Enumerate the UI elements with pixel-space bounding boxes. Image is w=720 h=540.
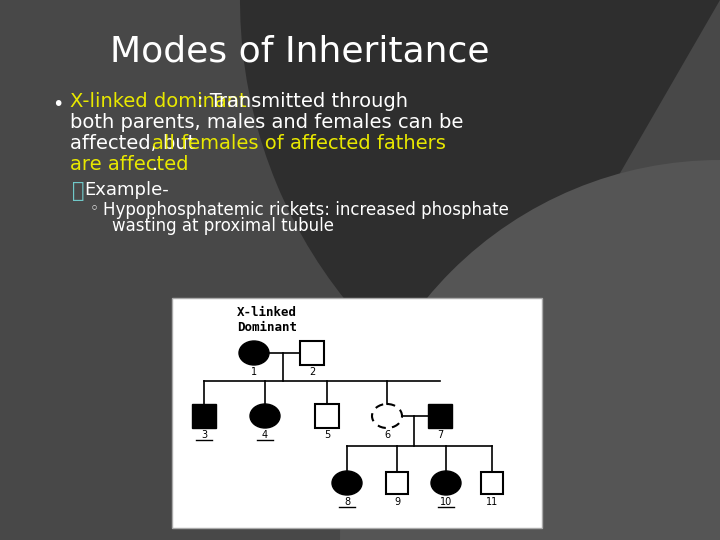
Text: : Transmitted through: : Transmitted through	[197, 92, 408, 111]
Text: 6: 6	[384, 430, 390, 440]
Text: wasting at proximal tubule: wasting at proximal tubule	[112, 217, 334, 235]
Text: •: •	[53, 95, 63, 114]
Text: are affected: are affected	[70, 155, 189, 174]
Ellipse shape	[239, 341, 269, 365]
Text: Modes of Inheritance: Modes of Inheritance	[110, 35, 490, 69]
Text: 4: 4	[262, 430, 268, 440]
Text: 8: 8	[344, 497, 350, 507]
Wedge shape	[240, 0, 720, 416]
Text: X-linked dominant: X-linked dominant	[70, 92, 247, 111]
Ellipse shape	[250, 404, 280, 428]
Bar	[192, 404, 216, 428]
Text: 10: 10	[440, 497, 452, 507]
Text: ◦: ◦	[90, 201, 99, 216]
Ellipse shape	[332, 471, 362, 495]
Bar	[428, 404, 452, 428]
Text: X-linked
Dominant: X-linked Dominant	[237, 306, 297, 334]
Text: both parents, males and females can be: both parents, males and females can be	[70, 113, 464, 132]
Text: 1: 1	[251, 367, 257, 377]
Text: 9: 9	[394, 497, 400, 507]
Text: Hypophosphatemic rickets: increased phosphate: Hypophosphatemic rickets: increased phos…	[103, 201, 509, 219]
Bar	[315, 404, 339, 428]
Bar	[386, 472, 408, 494]
Text: all females of affected fathers: all females of affected fathers	[152, 134, 446, 153]
Bar	[300, 341, 324, 365]
Text: Example-: Example-	[84, 181, 168, 199]
Text: 11: 11	[486, 497, 498, 507]
Text: affected, but: affected, but	[70, 134, 202, 153]
Text: 7: 7	[437, 430, 443, 440]
Ellipse shape	[431, 471, 461, 495]
Text: ⸝: ⸝	[72, 181, 84, 201]
Bar	[172, 298, 542, 528]
Bar	[481, 472, 503, 494]
Wedge shape	[340, 160, 720, 540]
Text: .: .	[152, 155, 158, 174]
Text: 3: 3	[201, 430, 207, 440]
Text: 5: 5	[324, 430, 330, 440]
Text: 2: 2	[309, 367, 315, 377]
